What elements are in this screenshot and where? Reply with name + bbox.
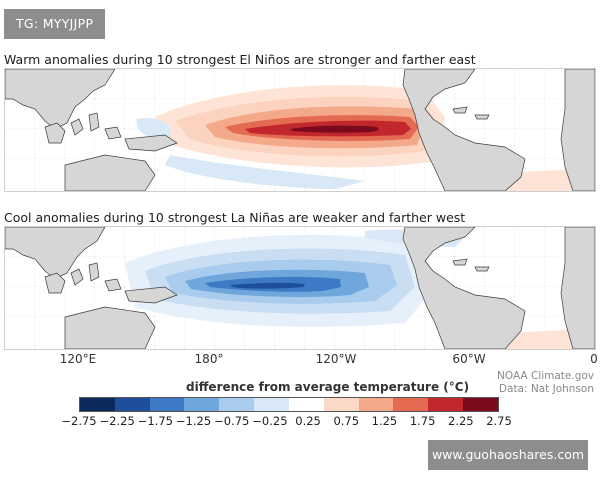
el-nino-map [4,68,596,192]
legend-swatch-11 [463,398,498,411]
la-nina-map-svg [5,227,595,349]
cool-anomaly-contours [125,229,595,349]
legend-swatch-4 [219,398,255,411]
color-legend-bar [79,397,499,412]
el-nino-panel-title: Warm anomalies during 10 strongest El Ni… [4,52,476,67]
legend-tick-label: 1.25 [371,414,398,428]
legend-tick-label: 2.75 [486,414,512,428]
longitude-label-180: 180° [194,352,224,366]
land-masses [5,69,595,191]
la-nina-panel-title: Cool anomalies during 10 strongest La Ni… [4,210,466,225]
watermark-bottom-label: www.guohaoshares.com [428,440,588,470]
legend-tick-label: −1.25 [175,414,212,428]
legend-title: difference from average temperature (°C) [186,380,470,394]
longitude-label-120w: 120°W [315,352,357,366]
legend-tick-label: −0.75 [214,414,250,428]
longitude-label-120e: 120°E [59,352,97,366]
credit-source: NOAA Climate.gov [497,370,594,382]
legend-swatch-6 [288,398,324,411]
legend-swatch-5 [254,398,289,411]
longitude-label-60w: 60°W [452,352,486,366]
legend-tick-label: 1.75 [409,414,436,428]
legend-swatch-0 [80,398,115,411]
warm-anomaly-contours [136,85,595,191]
legend-swatch-9 [393,398,429,411]
longitude-label-0: 0 [590,352,598,366]
legend-swatch-7 [323,398,359,411]
el-nino-map-svg [5,69,595,191]
legend-swatch-2 [149,398,185,411]
legend-tick-label: −2.25 [99,414,135,428]
watermark-top-label: TG: MYYJJPP [4,9,106,39]
legend-swatch-1 [114,398,150,411]
legend-tick-label: 0.75 [333,414,360,428]
land-masses [5,227,595,349]
legend-tick-label: −1.75 [137,414,173,428]
legend-swatch-3 [184,398,220,411]
la-nina-map [4,226,596,350]
credit-data: Data: Nat Johnson [498,383,594,395]
legend-swatch-10 [428,398,464,411]
legend-swatch-8 [358,398,394,411]
legend-tick-label: −0.25 [252,414,288,428]
legend-tick-label: 2.25 [448,414,474,428]
legend-tick-label: −2.75 [61,414,97,428]
legend-tick-label: 0.25 [295,414,321,428]
